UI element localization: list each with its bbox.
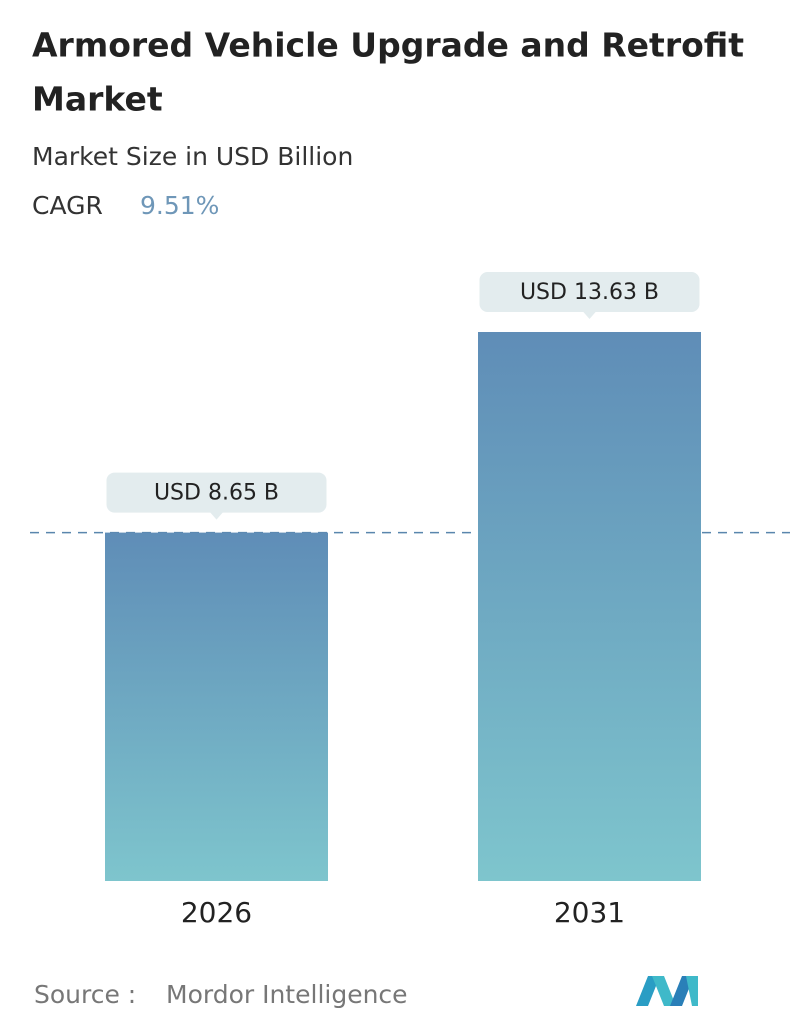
bar xyxy=(478,332,701,881)
x-tick-label: 2031 xyxy=(554,896,625,929)
value-label-pointer xyxy=(582,311,597,319)
logo xyxy=(636,976,698,1006)
chart-subtitle: Market Size in USD Billion xyxy=(32,142,353,171)
source-name: Mordor Intelligence xyxy=(166,980,408,1009)
source-label: Source : xyxy=(34,980,136,1009)
cagr-label: CAGR xyxy=(32,191,103,220)
bar xyxy=(105,532,328,881)
x-tick-label: 2026 xyxy=(181,896,252,929)
value-label-box xyxy=(479,272,700,312)
value-label: USD 8.65 B xyxy=(154,481,279,506)
chart-title: Market xyxy=(32,80,163,119)
value-label-box xyxy=(106,472,327,513)
cagr-value: 9.51% xyxy=(140,191,219,220)
value-label-pointer xyxy=(209,511,224,520)
chart-title: Armored Vehicle Upgrade and Retrofit xyxy=(32,26,744,65)
value-label: USD 13.63 B xyxy=(520,280,659,305)
